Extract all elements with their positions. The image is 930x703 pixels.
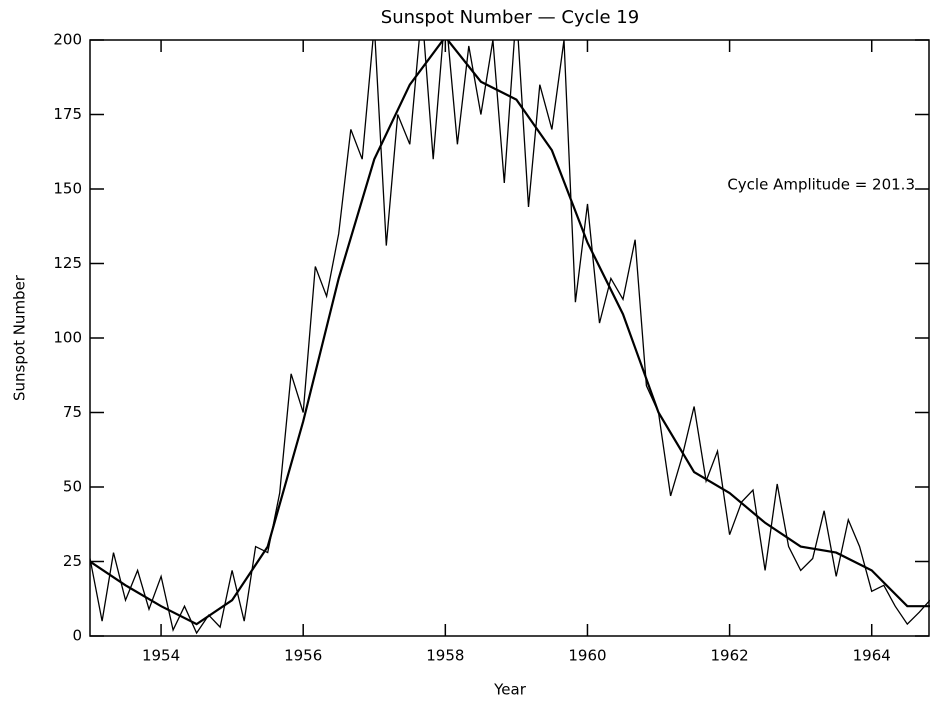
y-tick-label: 50 xyxy=(63,478,82,496)
x-tick-label: 1964 xyxy=(853,647,891,665)
x-tick-label: 1954 xyxy=(142,647,180,665)
x-tick-label: 1958 xyxy=(426,647,464,665)
x-tick-label: 1956 xyxy=(284,647,322,665)
x-axis-label: Year xyxy=(493,681,527,699)
y-tick-label: 200 xyxy=(53,31,82,49)
y-tick-label: 150 xyxy=(53,180,82,198)
x-tick-label: 1960 xyxy=(568,647,606,665)
y-tick-label: 100 xyxy=(53,329,82,347)
x-tick-label: 1962 xyxy=(711,647,749,665)
y-tick-label: 125 xyxy=(53,254,82,272)
y-tick-label: 175 xyxy=(53,105,82,123)
y-tick-label: 0 xyxy=(72,627,82,645)
chart-title: Sunspot Number — Cycle 19 xyxy=(381,7,639,28)
y-tick-label: 75 xyxy=(63,403,82,421)
series-line xyxy=(90,40,930,626)
annotation: Cycle Amplitude = 201.3 xyxy=(727,176,915,194)
series-line xyxy=(90,40,930,635)
y-axis-label: Sunspot Number xyxy=(11,274,29,401)
y-tick-label: 25 xyxy=(63,552,82,570)
